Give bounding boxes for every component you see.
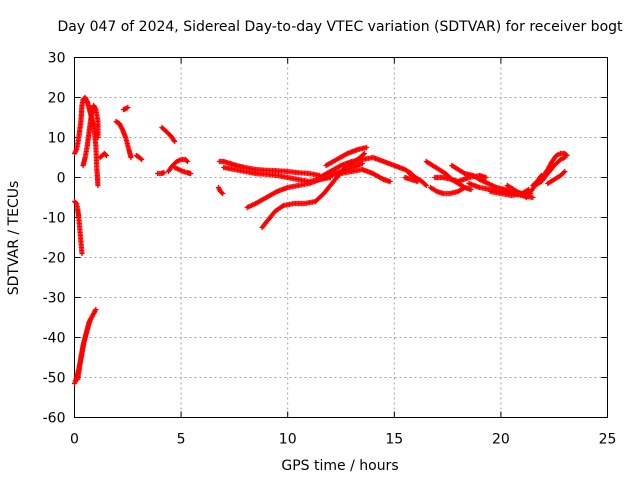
plot-frame	[74, 57, 608, 418]
x-axis: 0 5 10 15 20 25	[70, 57, 617, 448]
data-point	[220, 190, 226, 197]
y-tick-label: -20	[43, 251, 66, 267]
y-tick-label: -30	[43, 291, 66, 307]
data-point	[360, 151, 366, 158]
data-point	[219, 189, 225, 196]
data-track	[75, 316, 94, 383]
y-tick-label: 10	[48, 131, 66, 147]
data-point	[161, 170, 167, 176]
data-point	[87, 316, 94, 323]
data-point	[102, 151, 109, 158]
x-tick-label: 5	[177, 432, 186, 448]
data-point	[363, 144, 370, 151]
data-point	[95, 182, 101, 189]
data-point	[422, 181, 428, 188]
chart-title: Day 047 of 2024, Sidereal Day-to-day VTE…	[57, 19, 623, 35]
data-track	[338, 166, 393, 185]
data-point	[415, 178, 421, 185]
data-track	[172, 164, 194, 177]
data-point	[137, 155, 144, 162]
y-tick-label: -60	[43, 411, 66, 427]
data-track	[80, 102, 101, 169]
x-axis-label: GPS time / hours	[281, 458, 398, 474]
data-point	[538, 172, 545, 179]
data-track	[120, 104, 131, 113]
x-tick-label: 15	[385, 432, 403, 448]
x-tick-label: 0	[70, 432, 79, 448]
data-point	[361, 150, 368, 157]
data-track	[216, 158, 323, 179]
data-track	[530, 172, 545, 189]
data-point	[172, 138, 178, 145]
y-tick-label: -40	[43, 331, 66, 347]
data-point	[128, 154, 134, 161]
data-point	[483, 174, 489, 181]
data-series	[71, 94, 570, 387]
data-point	[563, 151, 569, 158]
data-point	[387, 178, 393, 185]
data-point	[125, 104, 131, 111]
y-tick-label: 20	[48, 91, 66, 107]
data-track	[323, 144, 370, 169]
data-point	[79, 250, 85, 257]
data-track	[215, 184, 226, 197]
data-point	[468, 186, 474, 193]
data-track	[159, 124, 178, 145]
data-point	[530, 194, 536, 201]
data-point	[562, 168, 568, 175]
data-track	[427, 184, 468, 197]
y-tick-label: -50	[43, 371, 66, 387]
data-point	[103, 152, 110, 159]
data-track	[317, 154, 414, 181]
data-point	[93, 306, 99, 313]
data-point	[423, 182, 429, 189]
data-point	[184, 158, 191, 165]
data-track	[71, 198, 85, 257]
y-tick-label: 30	[48, 51, 66, 67]
data-track	[402, 174, 421, 185]
data-point	[188, 170, 194, 177]
data-point	[95, 134, 101, 141]
data-point	[561, 169, 567, 176]
data-point	[139, 156, 145, 163]
grid	[74, 57, 608, 418]
y-axis-label: SDTVAR / TECUs	[6, 181, 22, 296]
data-track	[259, 150, 368, 231]
data-track	[155, 170, 167, 177]
data-track	[406, 170, 429, 189]
data-point	[564, 152, 570, 159]
data-point	[462, 184, 468, 191]
x-tick-label: 10	[279, 432, 297, 448]
y-tick-label: 0	[57, 171, 66, 187]
data-point	[183, 157, 190, 164]
x-tick-label: 20	[492, 432, 510, 448]
data-track	[113, 118, 134, 161]
data-track	[165, 156, 191, 175]
y-tick-label: -10	[43, 211, 66, 227]
data-track	[97, 150, 110, 161]
y-axis: 30 20 10 0 -10 -20 -30 -40 -50 -60	[43, 51, 608, 427]
data-track	[133, 152, 145, 163]
x-tick-label: 25	[599, 432, 617, 448]
data-track	[545, 168, 568, 187]
